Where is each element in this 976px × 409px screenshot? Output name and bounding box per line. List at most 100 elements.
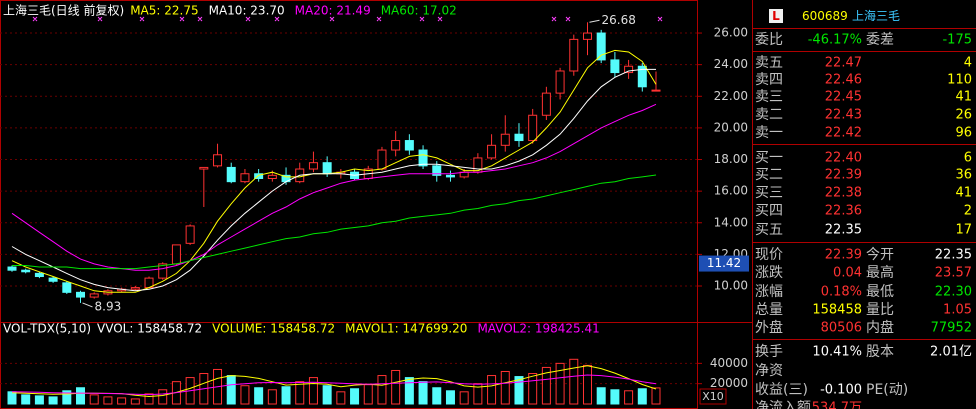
candle-body [432,165,442,176]
volume-bar [117,397,127,405]
quote-label: 内盘 [866,319,894,336]
volume-bar [295,381,305,405]
volume-bar [226,375,236,405]
candle-body [213,154,223,167]
quote-value: 22.40 [825,151,862,166]
candle-body [377,149,387,170]
quote-label: 净资 [755,363,783,379]
candle-body [267,174,277,179]
legend-entry: MA10: 23.70 [209,4,285,18]
ma-line [12,174,657,270]
quote-label: 委差 [866,32,894,48]
quote-value: 0.18% [821,285,862,300]
volume-bar [21,394,31,405]
quote-label: 涨跌 [755,265,783,281]
volume-bar [487,375,497,405]
y-tick-label: 20.00 [714,120,748,134]
legend-entry: MA60: 17.02 [381,4,457,18]
quote-value: 22.47 [825,56,862,71]
volume-bar [500,370,510,405]
candle-body [541,92,551,116]
candle-body [130,287,140,290]
quote-label: 卖二 [755,107,783,123]
quote-value: 22.35 [825,223,862,238]
quote-label: 收益(三) [755,382,808,398]
quote-value: 26 [955,108,972,123]
chart-title: 上海三毛(日线 前复权) [3,3,124,18]
candle-body [391,140,401,151]
quote-value: 22.30 [935,285,972,300]
quote-value: 36 [955,168,972,183]
volume-bar [541,366,551,405]
high-annotation: 26.68 [601,13,635,27]
volume-bar [103,396,113,405]
volume-bar [404,377,414,405]
candle-body [487,144,497,159]
volume-bar [377,375,387,405]
quote-label: 股本 [866,344,894,360]
quote-value: 110 [947,73,972,88]
legend-entry: MA5: 22.75 [130,4,198,18]
badge-box [769,9,783,23]
quote-label: 涨幅 [755,284,783,300]
quote-value: 10.41% [812,345,862,360]
volume-bar [7,391,17,405]
volume-bar [432,387,442,405]
candle-body [199,166,209,170]
quote-value: 23.57 [935,266,972,281]
volume-bar [62,390,72,405]
quote-value: 22.35 [935,248,972,263]
volume-bar [514,376,524,405]
quote-value: -46.17% [808,33,862,48]
legend-value: VVOL: 158458.72 [97,322,202,336]
legend-entry: MA20: 21.49 [295,4,371,18]
candle-body [555,70,565,94]
y-tick-label: 26.00 [714,26,748,40]
volume-bar [254,387,264,405]
volume-bar [459,391,469,405]
legend-value: VOLUME: 158458.72 [212,322,335,336]
volume-bar [89,394,99,405]
quote-label: 买三 [755,185,783,201]
volume-bar [528,373,538,405]
quote-value: 22.46 [825,73,862,88]
quote-value: 0.04 [833,266,862,281]
quote-label: 卖三 [755,89,783,105]
quote-label: 最低 [866,284,894,300]
candle-body [158,263,168,279]
volume-bar [637,388,647,405]
candle-body [171,244,181,265]
candle-body [89,293,99,298]
ma-line [11,68,656,292]
candle-body [322,162,332,175]
candle-body [514,133,524,142]
quote-label: 买四 [755,203,783,219]
cursor-price: 11.42 [707,256,741,270]
y-tick-label: 14.00 [714,215,748,229]
candle-body [254,173,264,179]
volume-bar [48,396,58,405]
quote-value: 2 [964,204,972,219]
candle-body [596,32,606,61]
candle-body [582,32,592,40]
quote-value: 22.36 [825,204,862,219]
volume-bar [391,369,401,405]
low-annotation: 8.93 [95,299,122,313]
stock-name: 上海三毛 [852,8,900,23]
volume-bar [158,389,168,405]
volume-bar [350,388,360,405]
quote-value: 2.01亿 [930,345,972,360]
volume-bar [34,395,44,405]
candle-body [62,282,72,293]
volume-bar [308,377,318,405]
y-tick-label: 16.00 [714,184,748,198]
unit-label: X10 [702,390,724,403]
volume-bar [76,387,86,405]
quote-value: 22.45 [825,90,862,105]
quote-value: 6 [964,151,972,166]
quote-label: 买五 [755,222,783,238]
candle-body [404,140,414,151]
candle-body [48,277,58,282]
quote-label: 今开 [866,247,894,263]
